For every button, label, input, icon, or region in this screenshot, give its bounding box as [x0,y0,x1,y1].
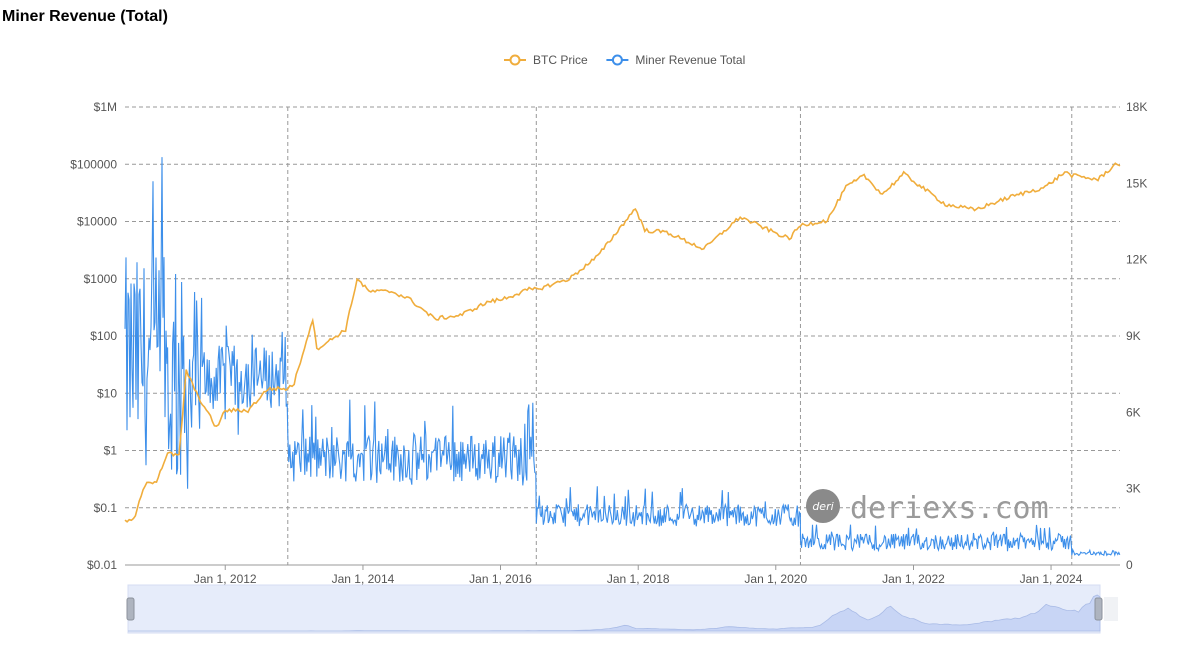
zoom-slider[interactable] [126,584,1118,634]
x-tick-label: Jan 1, 2024 [1020,572,1083,586]
x-tick-label: Jan 1, 2014 [332,572,395,586]
y-right-tick-label: 12K [1126,253,1147,267]
series-miner-revenue [124,157,1121,557]
y-left-tick-label: $1000 [84,272,118,286]
y-left-tick-label: $1 [104,444,118,458]
y-axis-right: 0 3K 6K 9K 12K 15K 18K [1126,100,1147,572]
y-left-tick-label: $0.01 [87,558,117,572]
zoom-overview-area [128,594,1101,632]
x-tick-label: Jan 1, 2018 [607,572,670,586]
x-tick-label: Jan 1, 2012 [194,572,257,586]
y-right-tick-label: 0 [1126,558,1133,572]
grid-lines [125,106,1120,566]
y-left-tick-label: $100 [90,329,117,343]
watermark-text: deriexs.com [850,491,1049,526]
zoom-handle-right[interactable] [1094,597,1103,621]
chart-title: Miner Revenue (Total) [2,8,168,25]
y-left-tick-label: $10000 [77,215,117,229]
y-left-tick-label: $0.1 [94,501,118,515]
legend-swatch-marker [611,54,623,66]
zoom-handle-left[interactable] [126,597,135,621]
y-right-tick-label: 18K [1126,100,1147,114]
y-right-tick-label: 15K [1126,176,1147,190]
y-right-tick-label: 3K [1126,482,1141,496]
zoom-track-end [1104,597,1118,621]
watermark: deri deriexs.com [806,489,1049,526]
x-tick-label: Jan 1, 2016 [469,572,532,586]
legend-label: BTC Price [533,53,588,67]
y-left-tick-label: $1M [94,100,117,114]
legend[interactable]: BTC Price Miner Revenue Total [504,53,745,67]
watermark-logo-text: deri [812,500,833,513]
y-right-tick-label: 9K [1126,329,1141,343]
legend-label: Miner Revenue Total [635,53,745,67]
y-right-tick-label: 6K [1126,405,1141,419]
x-tick-label: Jan 1, 2022 [882,572,945,586]
x-axis: Jan 1, 2012 Jan 1, 2014 Jan 1, 2016 Jan 1, … [194,565,1083,586]
series-line-miner-revenue [124,157,1121,557]
series-btc-price [124,162,1121,523]
x-tick-label: Jan 1, 2020 [744,572,807,586]
series-line-btc-price [124,162,1121,523]
y-left-tick-label: $10 [97,386,117,400]
legend-item[interactable]: BTC Price [504,53,588,67]
watermark-logo-icon [806,489,840,523]
y-left-tick-label: $100000 [70,157,117,171]
legend-swatch-marker [509,54,521,66]
y-axis-left: $0.01 $0.1 $1 $10 $100 $1000 $10000 $100000 $1M [70,100,117,572]
legend-item[interactable]: Miner Revenue Total [606,53,745,67]
